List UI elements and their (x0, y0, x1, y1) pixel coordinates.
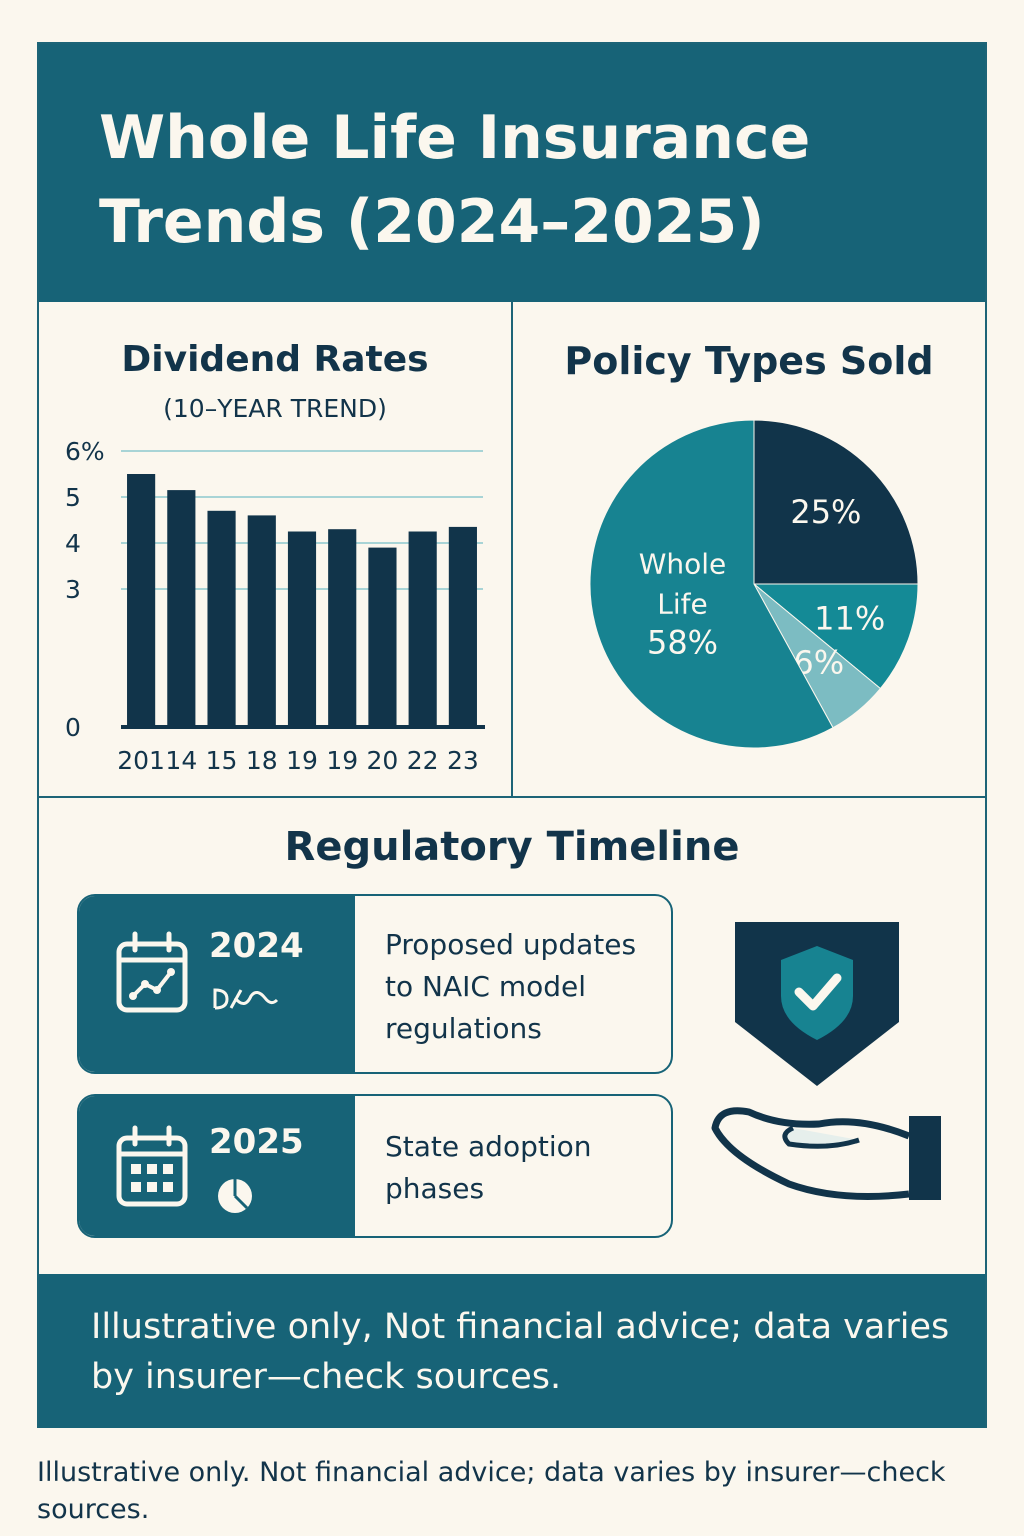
title-banner: Whole Life Insurance Trends (2024–2025) (39, 44, 985, 302)
timeline-item-year-panel: 2025 (79, 1096, 355, 1236)
bar (287, 531, 317, 727)
bar (127, 474, 156, 727)
timeline-year: 2025 (209, 1122, 304, 1162)
timeline-description: State adoption phases (385, 1130, 592, 1205)
bar (247, 515, 276, 727)
x-tick-label: 19 (286, 746, 318, 775)
y-tick-label: 0 (65, 713, 81, 742)
x-tick-label: 23 (447, 746, 479, 775)
bar-chart-subtitle: (10–YEAR TREND) (163, 394, 387, 423)
x-tick-label: 19 (326, 746, 358, 775)
bar (448, 526, 477, 727)
bar (408, 531, 437, 727)
timeline-item-2024: 2024 Proposed updates to NAIC model regu… (77, 894, 673, 1074)
x-tick-label: 14 (165, 746, 197, 775)
timeline-description: Proposed updates to NAIC model regulatio… (385, 928, 637, 1045)
y-tick-label: 4 (65, 529, 81, 558)
bottom-disclaimer: Illustrative only. Not financial advice;… (37, 1457, 946, 1525)
x-tick-label: 18 (246, 746, 278, 775)
bar-chart-title: Dividend Rates (121, 339, 429, 380)
pie-value-label: 58% (647, 623, 718, 661)
infographic-frame: Whole Life Insurance Trends (2024–2025) … (37, 42, 987, 1428)
y-tick-label: 5 (65, 483, 81, 512)
x-tick-label: 15 (206, 746, 238, 775)
pie-value-label: 11% (814, 599, 885, 637)
pie-slice (753, 419, 919, 585)
bar (207, 510, 236, 727)
scribble-icon (213, 988, 279, 1010)
x-tick-label: 22 (407, 746, 439, 775)
timeline-year: 2024 (209, 926, 304, 966)
pie-value-label: 25% (790, 493, 861, 531)
bar (368, 547, 397, 727)
x-tick-label: 20 (367, 746, 399, 775)
y-tick-label: 6% (65, 439, 105, 466)
calendar-chart-icon (116, 931, 188, 1013)
panel-divider-vertical (511, 302, 513, 796)
footer-banner: Illustrative only, Not financial advice;… (39, 1274, 985, 1428)
pie-slice-label: Life (657, 587, 707, 620)
open-hand-icon (711, 1107, 941, 1200)
pie-slice-label: Whole (639, 547, 727, 580)
y-tick-label: 3 (65, 575, 81, 604)
pie-slice (589, 419, 834, 749)
footer-disclaimer: Illustrative only, Not financial advice;… (91, 1307, 950, 1397)
pie-chart-title: Policy Types Sold (564, 339, 934, 383)
pie-slice (752, 583, 919, 690)
bar (328, 529, 357, 727)
x-tick-label: 201 (117, 746, 165, 775)
timeline-item-2025: 2025 State adoption phases (77, 1094, 673, 1238)
timeline-title: Regulatory Timeline (284, 824, 740, 870)
bar (167, 490, 196, 727)
pie-icon (218, 1179, 252, 1213)
page-title: Whole Life Insurance Trends (2024–2025) (99, 103, 811, 257)
calendar-grid-icon (116, 1125, 188, 1207)
panel-divider-horizontal (39, 796, 985, 798)
timeline-item-year-panel: 2024 (79, 896, 355, 1072)
dividend-bar-chart: 0 3 4 5 6% 201 14 15 18 19 19 20 22 23 (65, 439, 485, 775)
shield-check-icon (735, 922, 899, 1086)
